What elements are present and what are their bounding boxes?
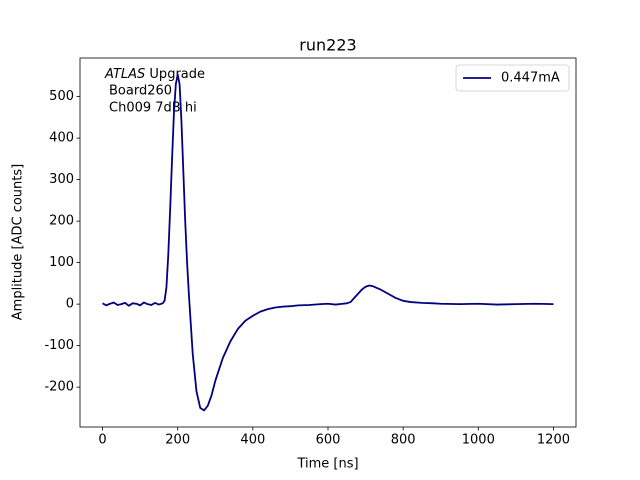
y-tick-label: 200 bbox=[49, 214, 74, 229]
x-tick-label: 400 bbox=[240, 433, 265, 448]
x-tick-label: 600 bbox=[316, 433, 341, 448]
x-tick-label: 1200 bbox=[537, 433, 570, 448]
y-tick-label: -100 bbox=[44, 338, 74, 353]
chart-title: run223 bbox=[299, 36, 356, 55]
annotation: ATLAS Upgrade bbox=[104, 67, 205, 82]
data-line bbox=[102, 73, 554, 412]
y-tick-label: 100 bbox=[49, 255, 74, 270]
x-tick-label: 200 bbox=[165, 433, 190, 448]
y-tick-label: 500 bbox=[49, 89, 74, 104]
y-tick-label: 400 bbox=[49, 131, 74, 146]
x-tick-label: 1000 bbox=[462, 433, 495, 448]
legend-box bbox=[455, 64, 570, 92]
y-axis-label: Amplitude [ADC counts] bbox=[11, 164, 26, 320]
plot-frame bbox=[79, 57, 577, 428]
x-tick-label: 800 bbox=[391, 433, 416, 448]
y-tick-label: -200 bbox=[44, 380, 74, 395]
y-tick-label: 0 bbox=[66, 297, 74, 312]
annotation: Board260 bbox=[109, 84, 172, 99]
legend-label: 0.447mA bbox=[501, 71, 560, 86]
x-axis-label: Time [ns] bbox=[296, 457, 358, 472]
x-tick-label: 0 bbox=[98, 433, 106, 448]
annotation: Ch009 7dB hi bbox=[109, 101, 197, 116]
y-tick-label: 300 bbox=[49, 172, 74, 187]
annotation-part: ATLAS bbox=[104, 67, 145, 82]
